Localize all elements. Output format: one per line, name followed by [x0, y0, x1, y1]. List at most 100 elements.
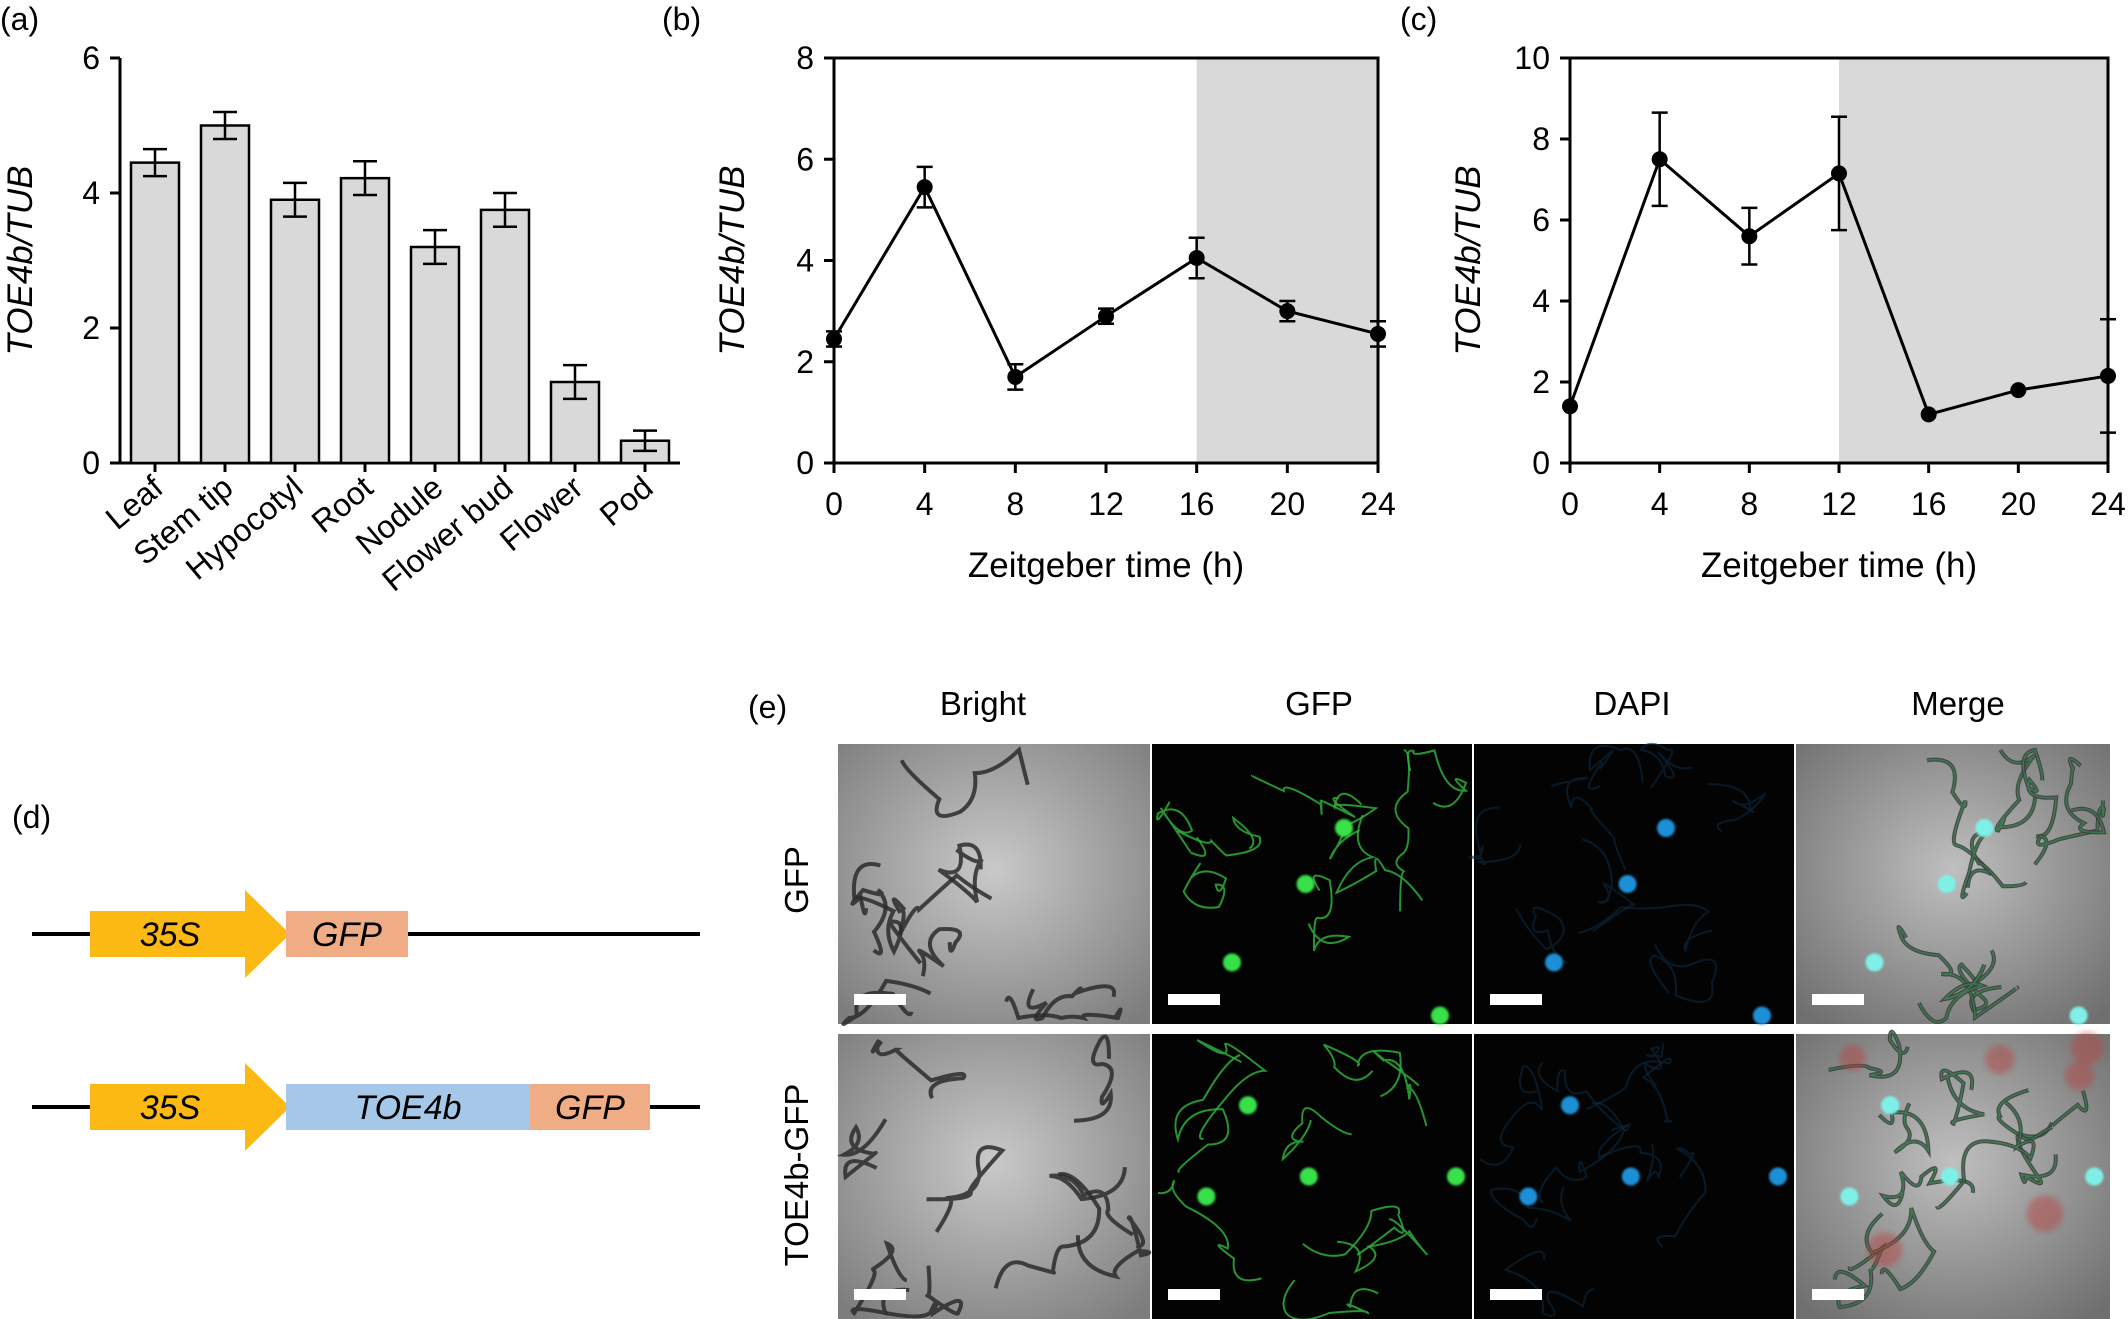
x-tick-label: Pod — [593, 469, 660, 533]
cell-wall-outline — [836, 1118, 888, 1181]
gene-box-toe4b — [286, 1084, 530, 1130]
data-point — [826, 330, 842, 347]
cell-wall-outline — [850, 1240, 910, 1317]
cell-wall-outline — [1537, 1062, 1631, 1133]
data-point — [1920, 406, 1937, 423]
gene-label: GFP — [555, 1089, 625, 1127]
cell-wall-outline — [1878, 1103, 1930, 1154]
x-tick-label: 20 — [2001, 486, 2037, 522]
cell-wall-outline — [1004, 995, 1123, 1022]
cell-wall-outline — [1881, 1167, 1974, 1206]
y-tick-label: 4 — [82, 175, 100, 211]
data-point — [1007, 368, 1024, 385]
cell-wall-outline — [1073, 1034, 1114, 1123]
cell-wall-outline — [1577, 903, 1713, 954]
panel-label-b: (b) — [662, 1, 701, 37]
cell-wall-outline — [1479, 1065, 1544, 1166]
cell-wall-outline — [1157, 1180, 1262, 1282]
nucleus — [1561, 1096, 1579, 1115]
micrograph-bright — [838, 1034, 1150, 1319]
cell-wall-outline — [1643, 1042, 1665, 1087]
x-axis-label: Zeitgeber time (h) — [968, 546, 1244, 585]
gene-box-gfp — [286, 911, 408, 957]
data-point — [1188, 249, 1205, 266]
nucleus — [1296, 875, 1315, 893]
x-tick-label: 24 — [1360, 486, 1396, 522]
cell-wall-outline — [1468, 806, 1522, 866]
data-point — [1562, 398, 1578, 415]
y-tick-label: 8 — [1532, 121, 1550, 157]
cell-wall-outline — [1075, 1215, 1152, 1280]
panel-label-e: (e) — [748, 689, 787, 725]
x-tick-label: 16 — [1911, 486, 1947, 522]
nucleus — [1865, 953, 1884, 972]
cell-wall-outline — [1961, 830, 2027, 898]
cell-wall-outline — [1334, 814, 1424, 901]
y-tick-label: 2 — [1532, 364, 1550, 400]
x-tick-label: 24 — [2090, 486, 2126, 522]
x-tick-label: 12 — [1088, 486, 1124, 522]
x-tick-label: 16 — [1179, 486, 1215, 522]
chloroplast-signal — [1867, 1232, 1902, 1267]
panel-label-a: (a) — [0, 1, 39, 37]
cell-wall-outline — [1897, 926, 2018, 1019]
cell-wall-outline — [1551, 776, 1627, 871]
cell-wall-outline — [870, 1038, 967, 1100]
micro-col-bright: Bright — [940, 685, 1026, 722]
y-tick-label: 2 — [796, 344, 814, 380]
cell-wall-outline — [850, 887, 888, 956]
construct-toe4b-gfp: 35S TOE4b GFP — [32, 1063, 700, 1151]
micrograph-bright — [838, 744, 1150, 1024]
cell-wall-outline — [1174, 1054, 1241, 1174]
cell-wall-outline — [1394, 749, 1411, 912]
data-point — [1279, 303, 1296, 320]
x-tick-label: 8 — [1006, 486, 1024, 522]
promoter-arrow-35s — [90, 1063, 290, 1151]
cell-wall-outline — [1049, 1167, 1134, 1237]
panel-label-d: (d) — [12, 799, 51, 835]
x-tick-label: 4 — [1651, 486, 1669, 522]
scale-bar — [854, 994, 906, 1005]
gene-box-gfp — [530, 1084, 650, 1130]
cell-wall-outline — [1597, 1122, 1662, 1182]
y-tick-label: 10 — [1514, 40, 1550, 76]
cell-wall-outline — [1940, 1069, 1985, 1125]
cell-wall-outline — [1515, 906, 1568, 965]
nucleus — [1940, 1167, 1959, 1186]
data-point — [916, 179, 933, 196]
nucleus — [1975, 819, 1994, 837]
bar — [269, 198, 321, 465]
data-point — [1651, 151, 1668, 168]
scale-bar — [1812, 994, 1864, 1005]
nucleus — [1431, 1006, 1449, 1025]
promoter-label: 35S — [140, 1089, 201, 1127]
cell-wall-outline — [899, 746, 1030, 818]
data-point — [1741, 228, 1758, 245]
scale-bar — [1490, 1289, 1542, 1300]
cell-wall-outline — [917, 927, 962, 977]
micro-row-gfp: GFP — [778, 846, 815, 914]
y-axis-label: TOE4b/TUB — [1449, 166, 1488, 356]
x-axis-label: Zeitgeber time (h) — [1701, 546, 1977, 585]
cell-wall-outline — [1639, 742, 1692, 789]
cell-wall-outline — [1586, 1057, 1673, 1124]
chloroplast-signal — [2064, 1061, 2095, 1091]
cell-wall-outline — [2065, 758, 2105, 834]
cell-wall-outline — [1708, 783, 1767, 833]
micro-row-toe4b-gfp: TOE4b-GFP — [778, 1084, 815, 1267]
cell-wall-outline — [1307, 874, 1352, 952]
cell-wall-outline — [1281, 1107, 1352, 1162]
cell-wall-outline — [1406, 749, 1469, 808]
y-tick-label: 6 — [1532, 202, 1550, 238]
nucleus — [1545, 953, 1563, 972]
cell-wall-outline — [1337, 1218, 1429, 1274]
nucleus — [1447, 1167, 1465, 1186]
nucleus — [1769, 1167, 1787, 1186]
nucleus — [2085, 1167, 2104, 1186]
x-tick-label: 4 — [916, 486, 934, 522]
y-tick-label: 6 — [82, 40, 100, 76]
bar — [339, 176, 391, 465]
